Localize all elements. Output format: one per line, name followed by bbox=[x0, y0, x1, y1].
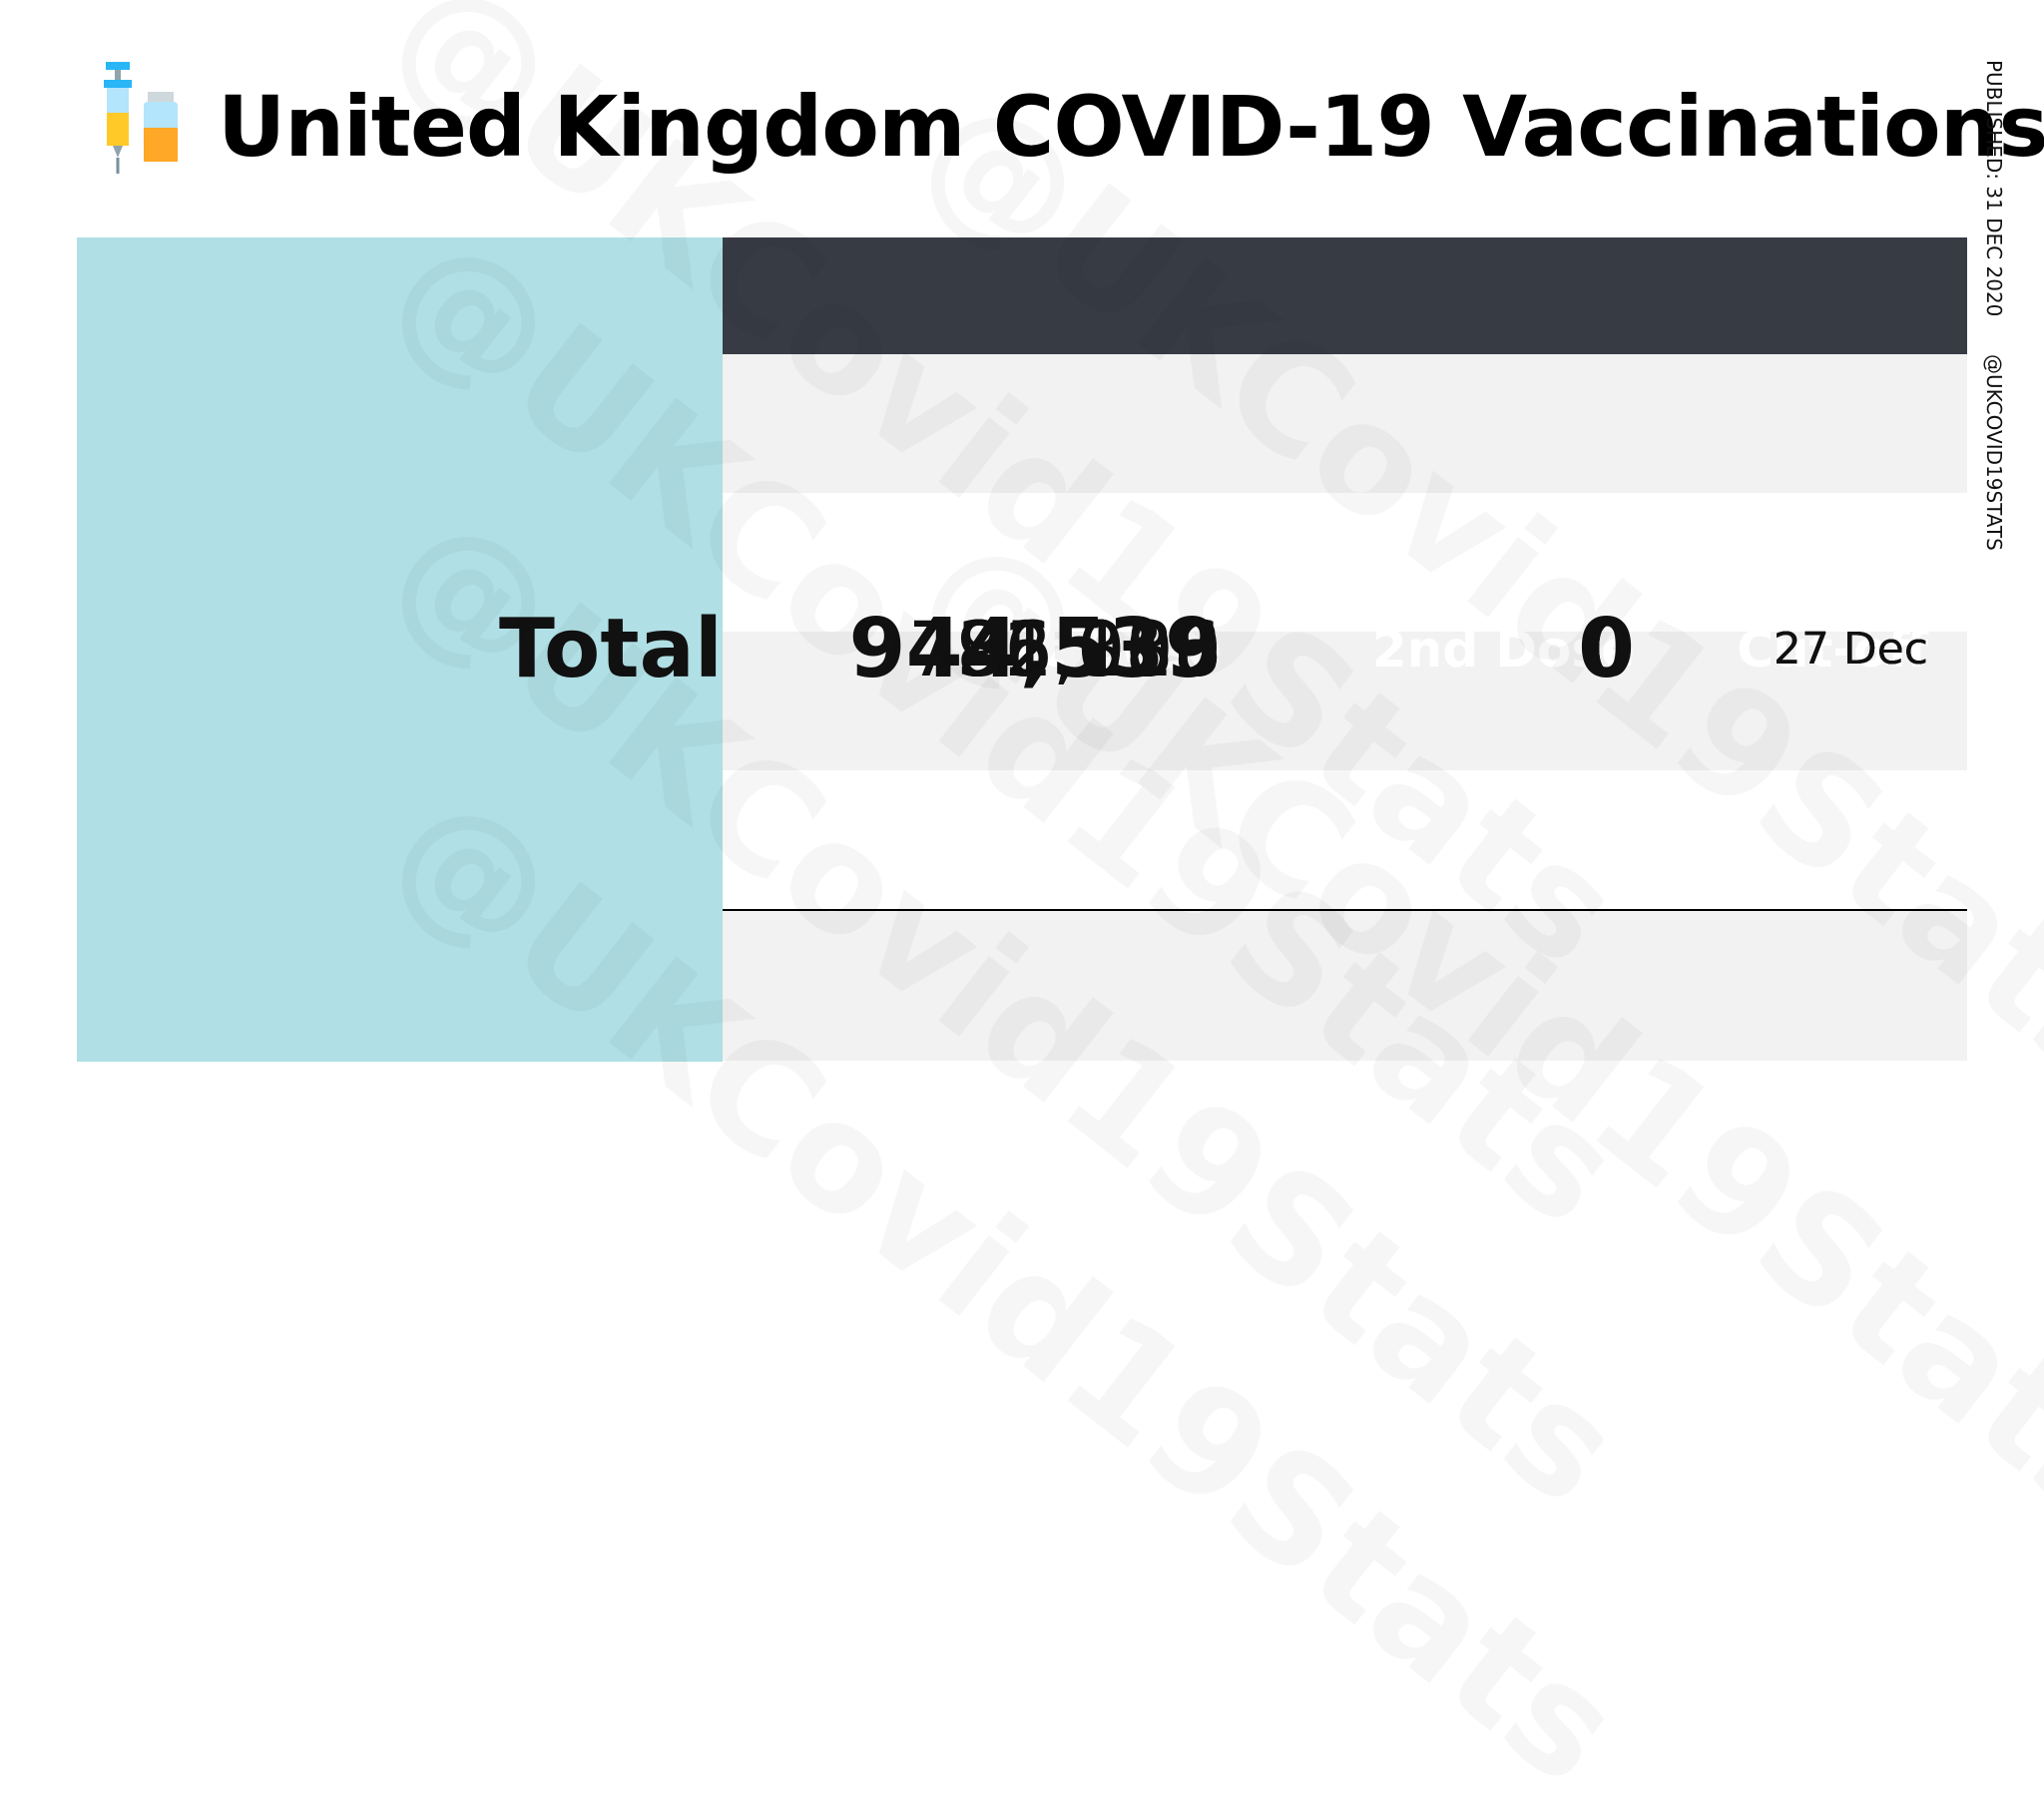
handle: @UKCOVID19STATS bbox=[1982, 354, 2006, 551]
title: United Kingdom COVID-19 Vaccinations bbox=[218, 78, 2044, 176]
data-cell: 0 bbox=[1586, 605, 1635, 693]
total-cell: 944,539 bbox=[848, 602, 1222, 696]
vaccine-icon bbox=[104, 62, 178, 174]
data-cell: 92,188 bbox=[956, 605, 1222, 693]
data-cell: 27 Dec bbox=[1773, 624, 1928, 675]
data-cell: 0 bbox=[1586, 605, 1635, 693]
published-date: PUBLISHED: 31 DEC 2020 bbox=[1982, 60, 2006, 317]
page: {"header": {"title": "United Kingdom COV… bbox=[77, 60, 2044, 1062]
data-cell: 27 Dec bbox=[1773, 624, 1928, 675]
data-cell: 0 bbox=[1586, 605, 1635, 693]
label-cell-bg bbox=[77, 237, 723, 1061]
column-header: 2nd Dose bbox=[1371, 620, 1635, 679]
column-header: 1st Dose bbox=[976, 620, 1222, 679]
data-cell: 27 Dec bbox=[1773, 624, 1928, 675]
data-cell: 0 bbox=[1586, 605, 1635, 693]
total-cell: 0 bbox=[1577, 602, 1635, 696]
data-cell: 31,016 bbox=[956, 605, 1222, 693]
total-row: Total 944,539 0 bbox=[77, 237, 1967, 1061]
column-header: Cut-off bbox=[1737, 620, 1928, 679]
data-cell: 35,335 bbox=[956, 605, 1222, 693]
total-label: Total bbox=[498, 602, 723, 696]
data-cell: 27 Dec bbox=[1773, 624, 1928, 675]
data-cell: 786,000 bbox=[907, 605, 1222, 693]
